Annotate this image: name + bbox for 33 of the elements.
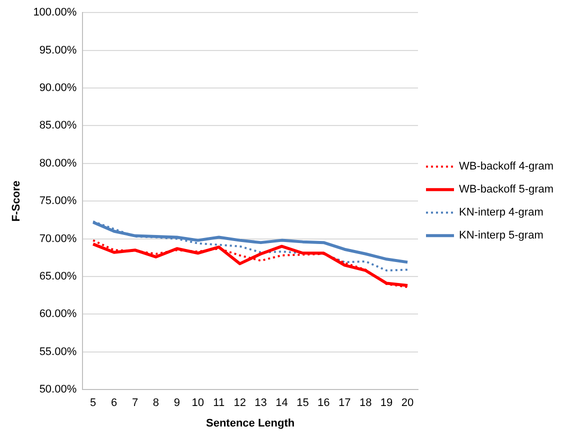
x-tick-label: 17 bbox=[338, 397, 351, 410]
y-tick-label: 70.00% bbox=[39, 232, 77, 245]
y-axis-title: F-Score bbox=[10, 180, 23, 222]
x-tick-label: 13 bbox=[254, 397, 267, 410]
x-tick-label: 5 bbox=[90, 397, 96, 410]
legend-label: WB-backoff 4-gram bbox=[459, 160, 554, 173]
x-axis-title: Sentence Length bbox=[206, 417, 295, 430]
y-tick-label: 75.00% bbox=[39, 195, 77, 208]
x-tick-label: 20 bbox=[401, 397, 414, 410]
x-tick-label: 8 bbox=[152, 397, 160, 410]
x-tick-label: 19 bbox=[380, 397, 393, 410]
y-tick-label: 100.00% bbox=[33, 6, 77, 19]
y-tick-label: 95.00% bbox=[39, 44, 77, 56]
y-tick-label: 55.00% bbox=[39, 346, 77, 358]
x-tick-label: 9 bbox=[174, 397, 180, 410]
x-tick-label: 6 bbox=[111, 397, 118, 410]
x-tick-label: 10 bbox=[192, 397, 204, 410]
legend-label: KN-interp 4-gram bbox=[459, 206, 544, 219]
x-tick-label: 12 bbox=[234, 397, 246, 410]
legend-label: KN-interp 5-gram bbox=[459, 230, 544, 242]
y-tick-label: 65.00% bbox=[39, 270, 77, 283]
legend-label: WB-backoff 5-gram bbox=[459, 184, 554, 196]
x-tick-label: 18 bbox=[359, 397, 372, 410]
x-tick-label: 15 bbox=[296, 397, 309, 410]
x-tick-label: 14 bbox=[276, 397, 288, 410]
x-tick-label: 11 bbox=[213, 397, 225, 410]
y-tick-label: 50.00% bbox=[39, 384, 77, 396]
x-tick-label: 16 bbox=[318, 397, 330, 410]
y-tick-label: 85.00% bbox=[39, 120, 77, 132]
y-tick-label: 60.00% bbox=[39, 308, 77, 320]
y-tick-label: 90.00% bbox=[39, 82, 77, 94]
y-tick-label: 80.00% bbox=[39, 157, 77, 170]
x-tick-label: 7 bbox=[132, 397, 138, 410]
